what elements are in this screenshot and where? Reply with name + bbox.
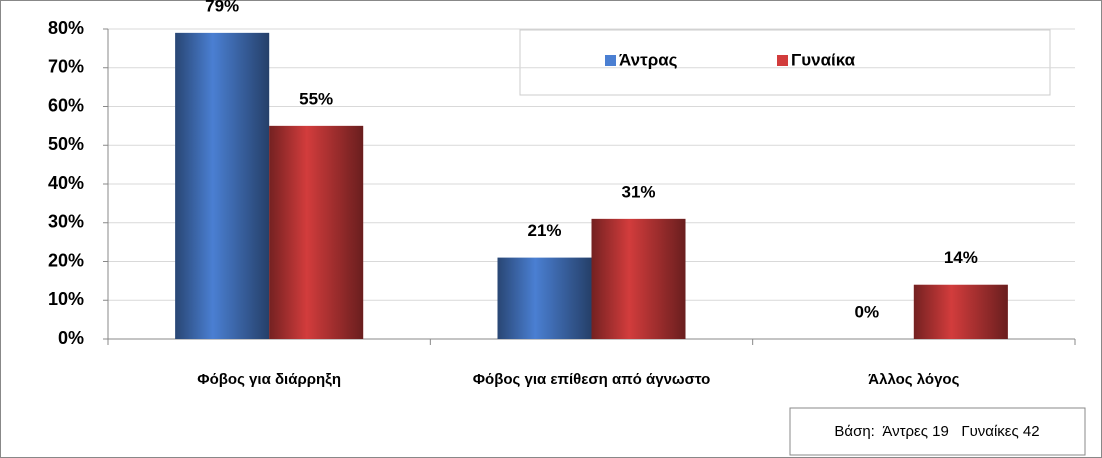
bar-shade [913, 284, 1008, 339]
y-tick-label: 0% [58, 328, 84, 348]
x-tick-label: Φόβος για διάρρηξη [197, 371, 341, 388]
bar-shade [269, 125, 364, 339]
bar-shade [497, 257, 592, 339]
note: Βάση: Άντρες 19 Γυναίκες 42 [834, 423, 1039, 440]
bar-shade [175, 32, 270, 339]
y-tick-label: 50% [48, 134, 84, 154]
y-tick-label: 30% [48, 212, 84, 232]
legend-swatch [605, 55, 616, 66]
data-label: 21% [527, 221, 561, 240]
y-tick-label: 70% [48, 57, 84, 77]
legend-label: Άντρας [619, 50, 678, 69]
x-tick-label: Φόβος για επίθεση από άγνωστο [473, 371, 711, 388]
y-tick-label: 10% [48, 289, 84, 309]
legend-label: Γυναίκα [791, 50, 856, 69]
y-tick-label: 20% [48, 250, 84, 270]
bar-shade [591, 218, 686, 339]
y-tick-label: 80% [48, 18, 84, 38]
legend-swatch [777, 55, 788, 66]
data-label: 55% [299, 89, 333, 108]
data-label: 0% [855, 302, 880, 321]
data-label: 14% [944, 248, 978, 267]
y-tick-label: 60% [48, 95, 84, 115]
data-label: 79% [205, 0, 239, 15]
y-tick-label: 40% [48, 173, 84, 193]
data-label: 31% [621, 182, 655, 201]
note-box [789, 407, 1086, 456]
x-tick-label: Άλλος λόγος [868, 371, 959, 388]
